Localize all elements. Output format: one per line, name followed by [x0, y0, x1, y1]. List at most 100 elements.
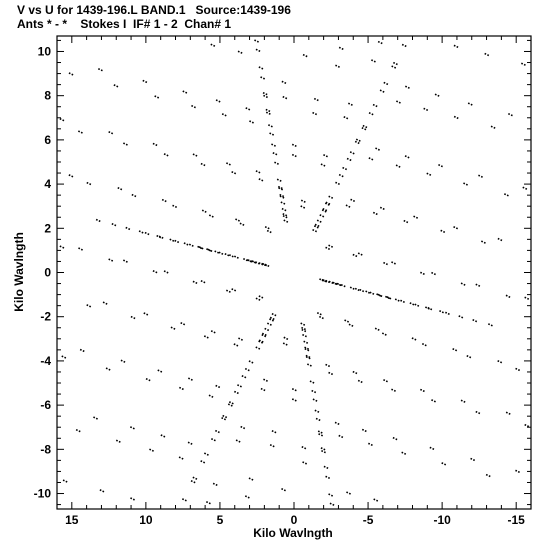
uv-point: [225, 289, 231, 293]
uv-point: [306, 363, 312, 367]
uv-point: [305, 355, 311, 360]
uv-point: [505, 411, 511, 415]
uv-point: [253, 39, 259, 43]
uv-point: [349, 150, 355, 155]
uv-point: [110, 222, 117, 227]
uv-point: [221, 414, 228, 419]
uv-point: [390, 260, 396, 265]
x-tick-label: -5: [363, 513, 374, 527]
uv-point: [259, 75, 266, 80]
uv-point: [244, 106, 251, 111]
uv-point: [313, 224, 319, 229]
y-tick-label: 8: [44, 89, 51, 103]
uv-point: [214, 429, 220, 434]
uv-point: [395, 164, 401, 168]
uv-point: [379, 206, 385, 211]
uv-point: [230, 170, 237, 175]
uv-point: [257, 294, 264, 299]
uv-point: [514, 469, 520, 474]
uv-point: [453, 115, 459, 120]
x-tick-label: 15: [65, 513, 79, 527]
uv-point: [208, 214, 214, 218]
uv-point: [244, 367, 250, 372]
x-axis-title: Kilo Wavlngth: [253, 526, 333, 540]
uv-point: [457, 314, 464, 319]
uv-point: [254, 48, 261, 53]
uv-point: [67, 173, 74, 178]
uv-point: [301, 460, 308, 465]
uv-point: [514, 367, 521, 372]
uv-point: [439, 229, 446, 234]
uv-point: [324, 475, 331, 480]
uv-point: [280, 487, 286, 492]
uv-point: [171, 204, 178, 209]
uv-point: [349, 286, 355, 290]
uv-point: [361, 428, 367, 433]
uv-point: [338, 46, 344, 51]
uv-point: [465, 354, 472, 359]
uv-point: [425, 172, 432, 176]
uv-point: [343, 319, 350, 323]
uv-point: [258, 339, 264, 343]
tick-labels: 15 10 5 0 -5 -10 -15 10 8 6 4 2 0 -2 -4 -6 -8 -10: [34, 44, 526, 527]
uv-point: [327, 244, 334, 248]
uv-point: [269, 316, 275, 321]
uv-point: [402, 219, 409, 224]
uv-point: [178, 386, 184, 391]
uv-point: [263, 327, 270, 332]
uv-point: [374, 147, 380, 151]
uv-point: [264, 225, 270, 230]
uv-point: [237, 337, 243, 341]
uv-point: [79, 348, 85, 353]
uv-point: [332, 281, 338, 286]
uv-point: [400, 451, 407, 455]
uv-point: [75, 428, 81, 433]
uv-point: [228, 400, 234, 405]
uv-point: [345, 491, 351, 495]
uv-point: [336, 282, 342, 287]
uv-point: [394, 298, 400, 302]
uv-point: [192, 153, 198, 157]
uv-point: [129, 315, 136, 320]
uv-point: [138, 229, 144, 234]
uv-point: [58, 245, 65, 249]
uv-point: [112, 83, 119, 88]
uv-point: [309, 380, 315, 384]
uv-point: [467, 102, 473, 106]
uv-point: [303, 347, 310, 352]
uv-point: [168, 238, 175, 242]
uv-point: [200, 162, 206, 167]
y-tick-label: 6: [44, 133, 51, 147]
uv-point: [107, 258, 114, 262]
uv-point: [483, 52, 490, 57]
uv-point: [130, 193, 137, 198]
uv-point: [254, 346, 261, 350]
uv-point: [122, 259, 128, 263]
x-tick-label: -10: [433, 513, 451, 527]
uv-point: [205, 247, 211, 252]
uv-point: [321, 207, 328, 212]
y-tick-label: -8: [40, 442, 51, 456]
uv-point: [360, 126, 367, 131]
uv-point: [161, 198, 167, 203]
uv-point: [196, 245, 203, 250]
uv-point: [145, 377, 151, 382]
uv-point: [228, 253, 234, 258]
uv-point: [85, 181, 92, 186]
uv-point: [163, 152, 169, 157]
uv-point: [261, 332, 267, 337]
uv-point: [384, 295, 390, 300]
uv-point: [419, 388, 425, 393]
uv-point: [404, 85, 410, 89]
uv-point: [267, 123, 273, 128]
uv-point: [248, 359, 254, 364]
uv-point: [260, 387, 266, 392]
uv-point: [364, 290, 371, 294]
uv-point: [60, 355, 67, 359]
uv-point: [507, 112, 513, 117]
uv-point: [116, 186, 123, 191]
uv-point: [438, 309, 444, 314]
uv-point: [474, 283, 481, 287]
uv-point: [422, 107, 429, 112]
uv-point: [313, 409, 320, 413]
